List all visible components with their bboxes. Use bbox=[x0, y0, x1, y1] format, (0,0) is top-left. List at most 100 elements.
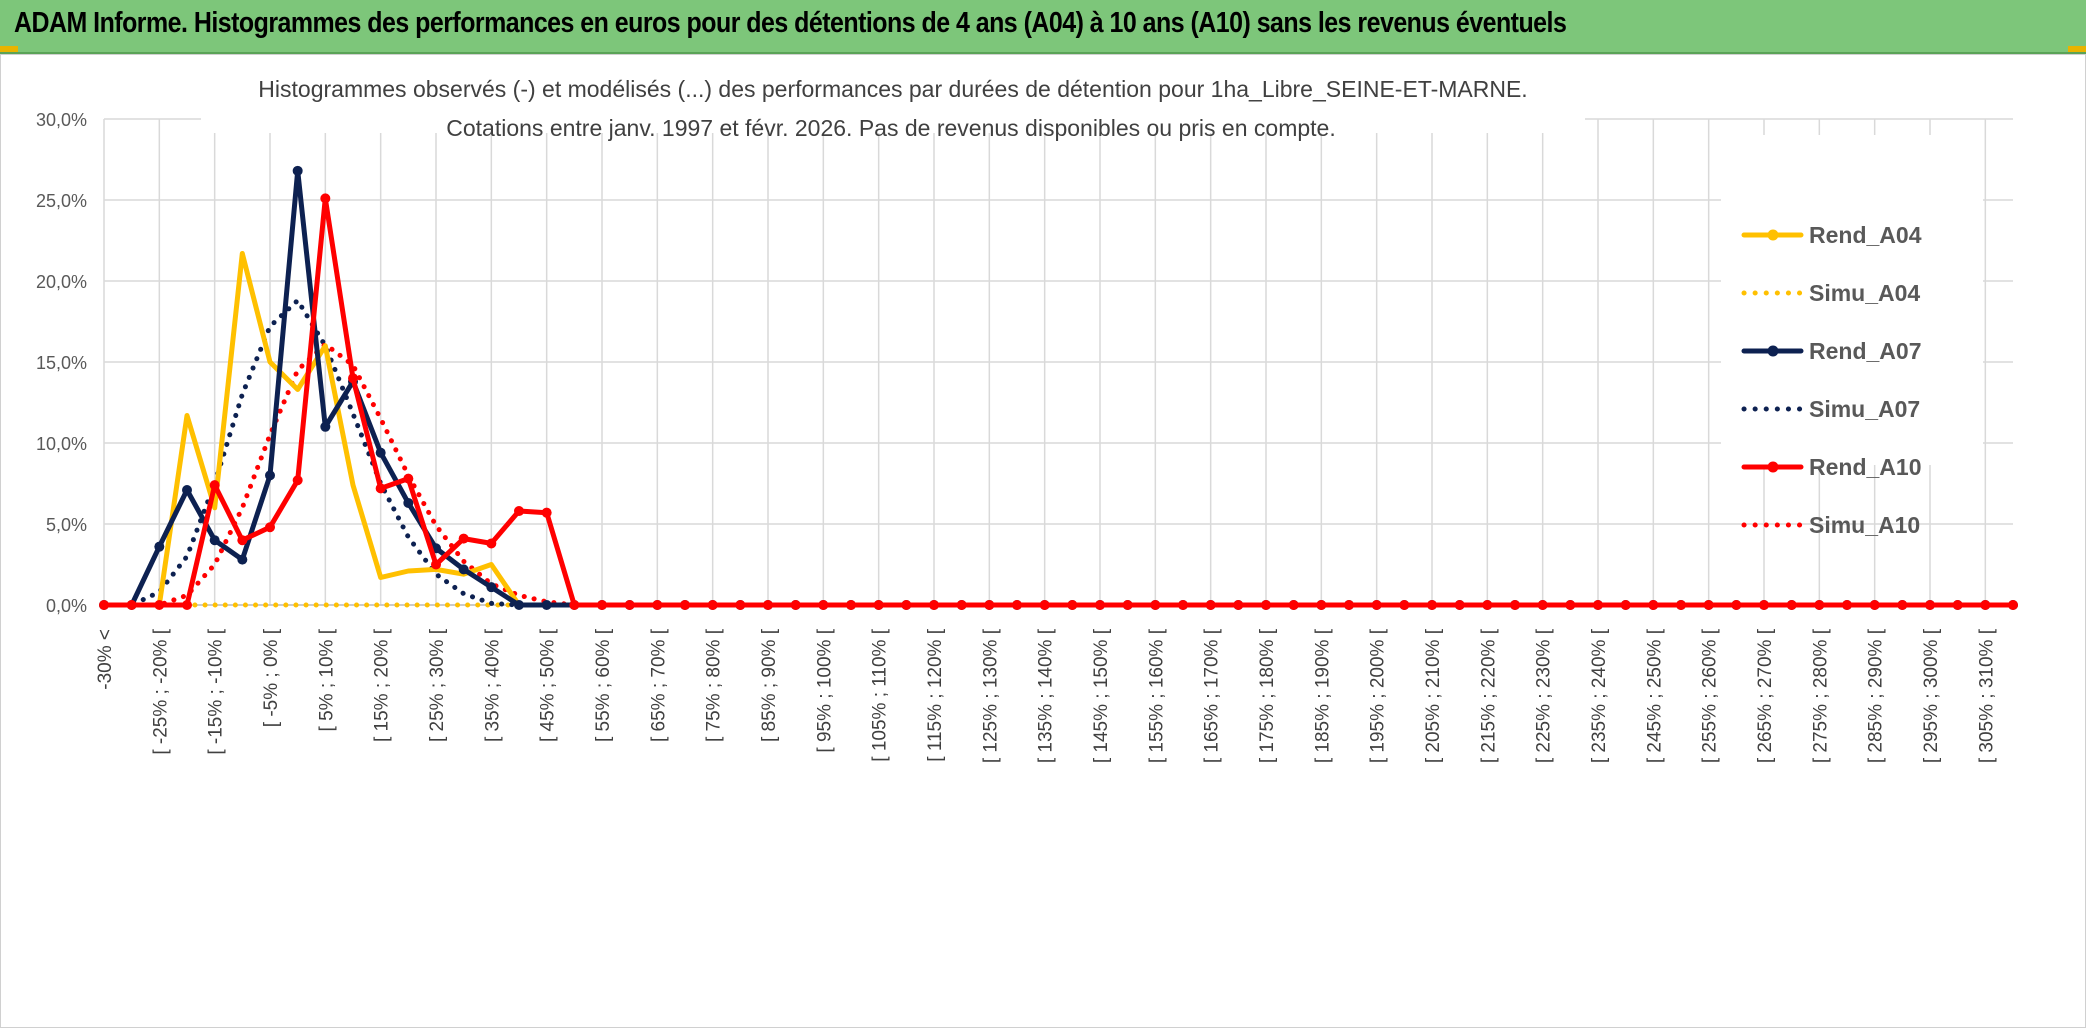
corner-accent-right bbox=[2068, 46, 2086, 52]
data-point-rend_a10 bbox=[541, 507, 552, 518]
x-tick-label: [ 215% ; 220% [ bbox=[1478, 628, 1499, 763]
data-point-rend_a10 bbox=[514, 506, 524, 517]
data-point-rend_a10 bbox=[707, 600, 718, 610]
x-tick-label: [ 235% ; 240% [ bbox=[1589, 628, 1610, 763]
x-tick-label: [ 25% ; 30% [ bbox=[427, 628, 448, 742]
data-point-rend_a10 bbox=[929, 600, 939, 610]
data-point-rend_a10 bbox=[1344, 600, 1354, 610]
y-tick-label: 25,0% bbox=[36, 191, 87, 211]
x-tick-label: [ 305% ; 310% [ bbox=[1976, 628, 1997, 763]
y-tick-label: 5,0% bbox=[46, 515, 87, 535]
data-point-rend_a10 bbox=[1427, 600, 1437, 610]
data-point-rend_a10 bbox=[1952, 600, 1963, 610]
x-tick-label: [ 105% ; 110% [ bbox=[870, 628, 891, 761]
data-point-rend_a10 bbox=[182, 600, 192, 610]
data-point-rend_a10 bbox=[1565, 600, 1576, 610]
x-tick-label: [ -15% ; -10% [ bbox=[206, 628, 227, 754]
data-point-rend_a10 bbox=[2008, 600, 2018, 610]
y-axis: 0,0% 5,0% 10,0% 15,0% 20,0% 25,0% 30,0% bbox=[36, 110, 87, 616]
data-point-rend_a10 bbox=[1537, 600, 1548, 610]
x-tick-label: [ 85% ; 90% [ bbox=[759, 628, 780, 742]
x-tick-label: [ 45% ; 50% [ bbox=[538, 628, 559, 742]
data-point-rend_a10 bbox=[1012, 600, 1022, 610]
x-tick-label: [ 75% ; 80% [ bbox=[704, 628, 725, 742]
y-tick-label: 20,0% bbox=[36, 272, 87, 292]
data-point-rend_a10 bbox=[1593, 600, 1603, 610]
data-point-rend_a10 bbox=[1842, 600, 1852, 610]
data-point-rend_a10 bbox=[1897, 600, 1908, 610]
data-point-rend_a10 bbox=[735, 600, 746, 610]
x-tick-label: [ 5% ; 10% [ bbox=[316, 628, 337, 731]
x-tick-label: [ 285% ; 290% [ bbox=[1866, 628, 1887, 763]
data-point-rend_a10 bbox=[1814, 600, 1825, 610]
data-point-rend_a10 bbox=[403, 473, 414, 484]
data-point-rend_a10 bbox=[1095, 600, 1105, 610]
legend-label-simu_a10: Simu_A10 bbox=[1809, 512, 1920, 538]
data-point-rend_a10 bbox=[265, 522, 275, 533]
data-point-rend_a07 bbox=[237, 554, 248, 565]
series-line-rend_a10 bbox=[101, 195, 2016, 608]
data-point-rend_a10 bbox=[1620, 600, 1631, 610]
data-point-rend_a07 bbox=[458, 564, 469, 575]
data-point-rend_a10 bbox=[1676, 600, 1686, 610]
x-tick-label: [ 175% ; 180% [ bbox=[1257, 628, 1278, 763]
data-point-rend_a07 bbox=[486, 582, 497, 593]
header-bar: ADAM Informe. Histogrammes des performan… bbox=[0, 0, 2086, 54]
data-point-rend_a10 bbox=[1786, 600, 1797, 610]
data-point-rend_a10 bbox=[1980, 600, 1991, 610]
data-point-rend_a10 bbox=[1039, 600, 1050, 610]
x-tick-label: [ 225% ; 230% [ bbox=[1534, 628, 1555, 763]
data-point-rend_a10 bbox=[597, 600, 607, 610]
x-tick-label: [ 35% ; 40% [ bbox=[482, 628, 503, 742]
data-point-rend_a10 bbox=[1869, 600, 1880, 610]
x-axis: -30% < [ -25% ; -20% [[ -15% ; -10% [[ -5… bbox=[95, 628, 1997, 763]
data-point-rend_a10 bbox=[984, 600, 995, 610]
x-tick-label: [ 125% ; 130% [ bbox=[980, 628, 1001, 763]
x-tick-label: [ -25% ; -20% [ bbox=[150, 628, 171, 754]
series-layer bbox=[99, 165, 2018, 610]
data-point-rend_a10 bbox=[1261, 600, 1271, 610]
x-tick-label: [ 145% ; 150% [ bbox=[1091, 628, 1112, 763]
x-tick-label: [ 15% ; 20% [ bbox=[372, 628, 393, 742]
data-point-rend_a07 bbox=[541, 600, 552, 610]
y-tick-label: 0,0% bbox=[46, 596, 87, 616]
data-point-rend_a10 bbox=[1288, 600, 1299, 610]
data-point-rend_a10 bbox=[846, 600, 856, 610]
data-point-rend_a07 bbox=[375, 447, 386, 458]
y-tick-label: 10,0% bbox=[36, 434, 87, 454]
data-point-rend_a07 bbox=[320, 421, 331, 432]
x-tick-label: [ 255% ; 260% [ bbox=[1700, 628, 1721, 763]
data-point-rend_a10 bbox=[375, 483, 386, 494]
data-point-rend_a10 bbox=[458, 533, 469, 544]
data-point-rend_a10 bbox=[1067, 600, 1078, 610]
legend-marker-rend_a04 bbox=[1767, 229, 1779, 241]
x-tick-label: [ -5% ; 0% [ bbox=[261, 628, 282, 727]
data-point-rend_a10 bbox=[320, 193, 331, 204]
data-point-rend_a07 bbox=[265, 470, 275, 481]
data-point-rend_a10 bbox=[1925, 600, 1935, 610]
data-point-rend_a10 bbox=[652, 600, 663, 610]
data-point-rend_a10 bbox=[1648, 600, 1659, 610]
chart-legend: Rend_A04 Simu_A04 Rend_A07 Simu_A07 Rend_A10… bbox=[1721, 135, 1983, 538]
chart-title-line-1: Histogrammes observés (-) et modélisés (… bbox=[258, 76, 1527, 102]
x-tick-label: [ 135% ; 140% [ bbox=[1036, 628, 1057, 763]
data-point-rend_a10 bbox=[1122, 600, 1133, 610]
data-point-rend_a10 bbox=[99, 600, 109, 610]
y-tick-label: 30,0% bbox=[36, 110, 87, 130]
chart-title-line-2: Cotations entre janv. 1997 et févr. 2026… bbox=[446, 115, 1335, 141]
data-point-rend_a10 bbox=[1178, 600, 1188, 610]
x-tick-label: [ 205% ; 210% [ bbox=[1423, 628, 1444, 763]
x-tick-label: [ 195% ; 200% [ bbox=[1368, 628, 1389, 763]
legend-label-simu_a07: Simu_A07 bbox=[1809, 396, 1920, 422]
data-point-rend_a07 bbox=[182, 484, 192, 495]
chart-area: 0,0% 5,0% 10,0% 15,0% 20,0% 25,0% 30,0% -30% <… bbox=[0, 54, 2086, 1028]
x-tick-label: [ 95% ; 100% [ bbox=[814, 628, 835, 752]
data-point-rend_a07 bbox=[209, 535, 220, 546]
data-point-rend_a10 bbox=[486, 538, 497, 549]
legend-label-rend_a07: Rend_A07 bbox=[1809, 338, 1921, 364]
data-point-rend_a07 bbox=[292, 165, 303, 176]
data-point-rend_a10 bbox=[209, 480, 220, 491]
data-point-rend_a10 bbox=[1482, 600, 1493, 610]
data-point-rend_a07 bbox=[154, 541, 165, 552]
data-point-rend_a10 bbox=[901, 600, 912, 610]
